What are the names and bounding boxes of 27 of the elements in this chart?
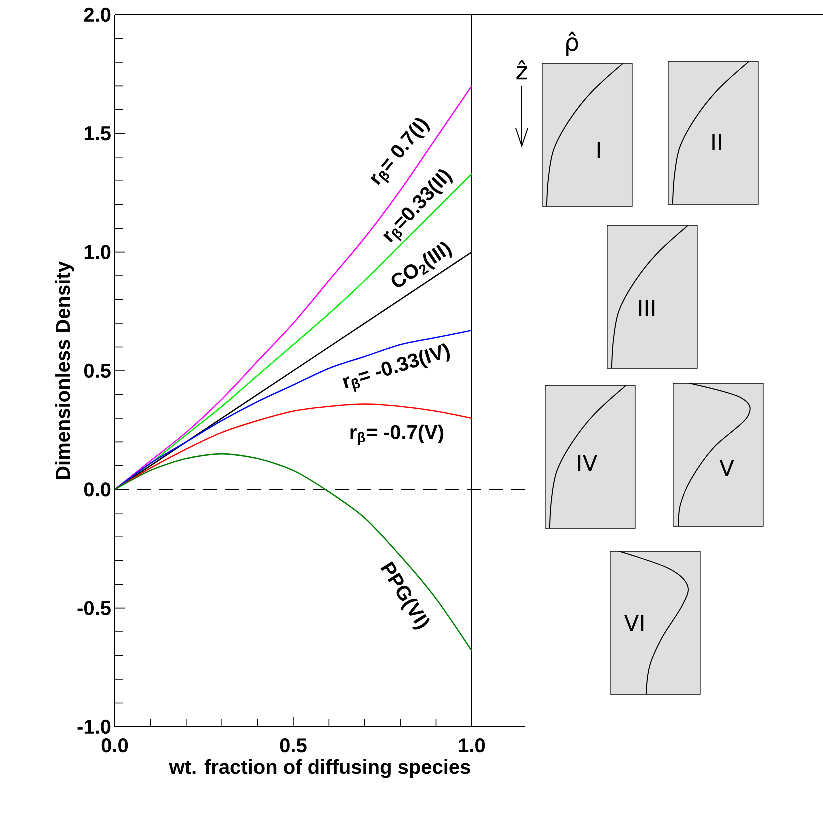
- line-series: [114, 86, 473, 490]
- text: r$_{β}$= -0.33(IV): [342, 344, 450, 392]
- text: V: [720, 460, 734, 476]
- text: III: [639, 300, 655, 316]
- y-tick-label: 2.0: [84, 8, 111, 22]
- y-tick-label: -0.5: [78, 601, 111, 616]
- text: IV: [578, 454, 598, 472]
- y-axis-title: Dimensionless Density: [56, 262, 74, 480]
- y-tick-label: 0.5: [84, 364, 111, 378]
- text: ρ̂: [566, 32, 578, 56]
- line-series: [114, 330, 473, 490]
- text: CO$_{2}$(III): [392, 242, 452, 288]
- text: II: [712, 134, 722, 150]
- x-tick-label: 0.5: [280, 738, 307, 753]
- y-tick-label: 1.0: [84, 245, 111, 260]
- text: VI: [624, 614, 644, 632]
- y-tick-label: 1.5: [84, 126, 111, 141]
- annotation: ẑ: [516, 60, 528, 80]
- x-axis-title: wt. fraction of diffusing species: [169, 760, 470, 778]
- series-label: r$_{β}$= -0.7(V): [350, 424, 444, 446]
- line-series: [114, 453, 473, 652]
- x-tick-label: 0.0: [102, 738, 128, 753]
- text: I: [598, 142, 600, 158]
- x-tick-label: 1.0: [459, 738, 486, 753]
- y-tick-label: -1.0: [78, 720, 111, 734]
- y-tick-label: 0.0: [84, 482, 111, 497]
- line-series: [114, 404, 473, 490]
